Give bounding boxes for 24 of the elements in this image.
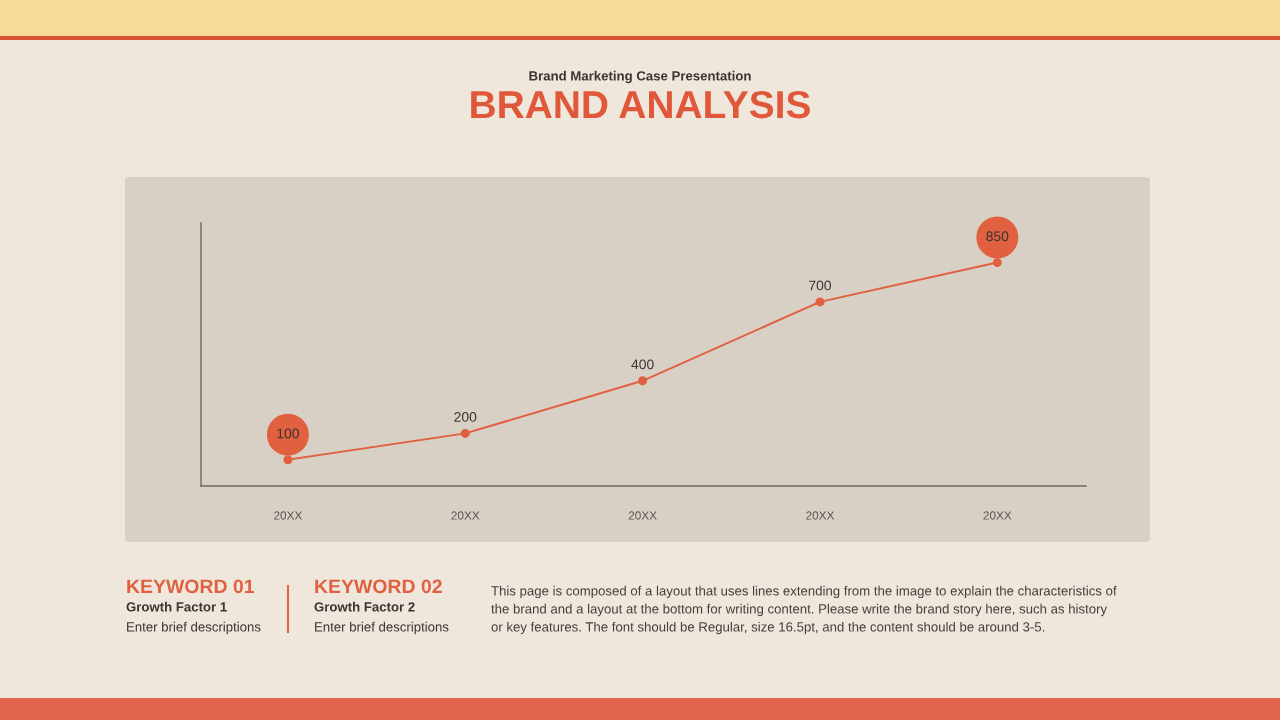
text: Growth Factor 2 — [314, 601, 415, 612]
point — [992, 257, 1002, 267]
text: KEYWORD 01 — [127, 579, 255, 594]
text: Enter brief descriptions — [127, 621, 261, 635]
data-label: 100 — [277, 428, 299, 439]
chart-title: BRAND ANALYSIS — [471, 90, 810, 119]
chart-subtitle: Brand Marketing Case Presentation — [529, 70, 751, 84]
text: Growth Factor 1 — [126, 601, 227, 612]
data-label: 700 — [809, 280, 832, 291]
data-label: 850 — [986, 231, 1009, 242]
point — [638, 376, 648, 386]
point — [283, 455, 293, 465]
point — [460, 428, 470, 438]
text: Enter brief descriptions — [315, 621, 449, 635]
x-tick-label: 20XX — [628, 511, 657, 520]
data-label: 400 — [631, 359, 654, 370]
x-tick-label: 20XX — [806, 511, 835, 520]
data-label: 200 — [454, 412, 477, 422]
text: KEYWORD 02 — [315, 579, 442, 594]
text: This page is composed of a layout that uses lines extending from the image to explain the characteristics of the brand and a layout at the bottom for writing content. Please write the brand story here, such as history or key features. The font should be Regular, size 16.5pt, and the content should be around 3-5. — [491, 585, 1117, 635]
x-tick-label: 20XX — [983, 511, 1012, 520]
point — [815, 297, 825, 307]
x-tick-label: 20XX — [451, 511, 480, 520]
x-tick-label: 20XX — [274, 511, 303, 520]
